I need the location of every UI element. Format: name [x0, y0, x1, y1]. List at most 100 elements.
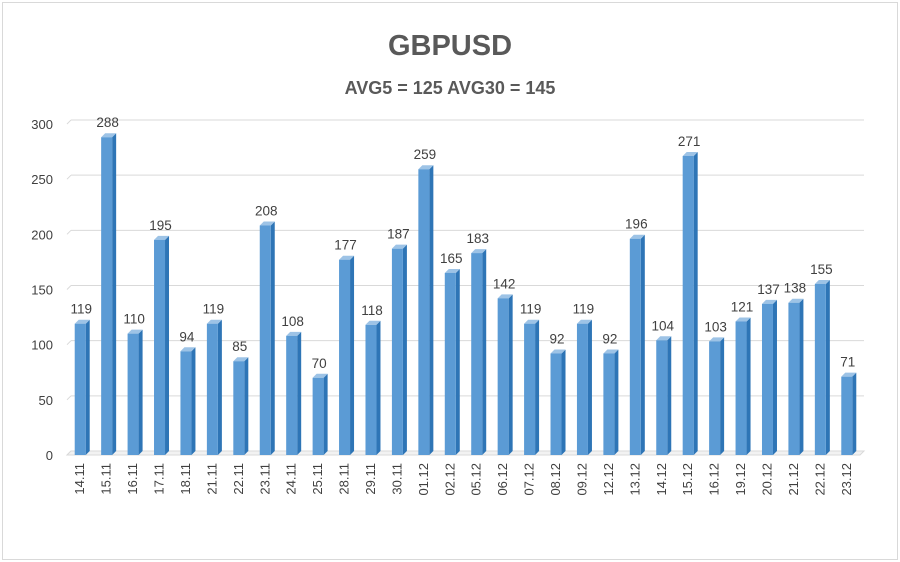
bar-top	[629, 234, 645, 239]
bar	[814, 283, 826, 455]
x-tick-label: 24.11	[284, 463, 299, 495]
data-label: 94	[179, 329, 195, 344]
bar-top	[312, 373, 328, 378]
data-label: 108	[281, 314, 304, 329]
bar	[497, 298, 509, 455]
bar-top	[259, 221, 275, 226]
bar	[180, 351, 192, 455]
data-label: 119	[520, 302, 542, 317]
bar-side	[165, 235, 170, 455]
bar-top	[74, 319, 90, 324]
y-tick-label: 300	[31, 117, 53, 132]
bar	[471, 253, 483, 455]
bar-top	[524, 319, 540, 324]
bar	[761, 303, 773, 455]
bar-side	[455, 268, 460, 455]
x-tick-label: 13.12	[627, 463, 642, 496]
data-label: 119	[573, 302, 595, 317]
x-tick-label: 09.12	[574, 463, 589, 496]
bar-side	[85, 319, 90, 455]
y-tick-label: 50	[39, 393, 53, 408]
x-tick-label: 16.12	[707, 463, 722, 496]
data-label: 288	[96, 115, 119, 130]
bar	[127, 333, 139, 455]
data-label: 165	[440, 251, 463, 266]
x-tick-label: 05.12	[469, 463, 484, 496]
bar-top	[550, 349, 566, 354]
data-label: 196	[625, 217, 648, 232]
bar	[841, 376, 853, 455]
data-label: 155	[810, 262, 833, 277]
bar-side	[535, 319, 540, 455]
bar-side	[561, 349, 566, 455]
data-label: 121	[731, 299, 754, 314]
data-label: 71	[840, 355, 855, 370]
data-label: 92	[550, 331, 565, 346]
x-tick-label: 23.11	[257, 463, 272, 495]
bar	[709, 341, 721, 455]
bar-side	[799, 298, 804, 455]
data-label: 183	[466, 231, 489, 246]
x-tick-label: 30.11	[389, 463, 404, 495]
bar-top	[682, 151, 698, 156]
bar-top	[814, 279, 830, 284]
x-tick-label: 18.11	[178, 463, 193, 495]
x-tick-label: 22.11	[231, 463, 246, 495]
bar-side	[720, 337, 725, 455]
bar	[312, 377, 324, 455]
bar-top	[576, 319, 592, 324]
x-tick-label: 01.12	[416, 463, 431, 496]
bar-side	[350, 255, 355, 455]
gridline-diagonal	[66, 395, 72, 401]
data-label: 119	[203, 302, 225, 317]
data-label: 85	[232, 339, 247, 354]
data-label: 92	[602, 331, 617, 346]
bar-side	[217, 319, 222, 455]
x-tick-label: 07.12	[522, 463, 537, 496]
bar	[682, 155, 694, 455]
bar	[154, 239, 166, 455]
bar-top	[656, 336, 672, 341]
x-tick-label: 20.12	[759, 463, 774, 496]
bar-side	[323, 373, 328, 455]
bar	[444, 272, 456, 455]
bar-side	[402, 244, 407, 455]
bar	[233, 361, 245, 455]
y-tick-label: 0	[46, 448, 53, 463]
bar-top	[180, 347, 196, 352]
bar-side	[191, 347, 196, 455]
y-tick-label: 250	[31, 172, 53, 187]
bar-top	[761, 299, 777, 304]
x-tick-label: 15.11	[99, 463, 114, 495]
x-tick-label: 19.12	[733, 463, 748, 496]
bar	[391, 248, 403, 455]
data-label: 177	[334, 238, 357, 253]
y-tick-label: 200	[31, 227, 53, 242]
bar-top	[735, 317, 751, 322]
bar-side	[825, 279, 830, 455]
chart-title: GBPUSD	[387, 30, 513, 62]
data-label: 187	[387, 227, 410, 242]
data-label: 137	[757, 282, 780, 297]
bar	[629, 238, 641, 455]
bar-top	[127, 329, 143, 334]
x-tick-label: 14.12	[654, 463, 669, 496]
data-label: 110	[123, 312, 145, 327]
x-tick-label: 08.12	[548, 463, 563, 496]
chart-subtitle: AVG5 = 125 AVG30 = 145	[344, 78, 556, 98]
x-tick-label: 02.12	[442, 463, 457, 496]
bar	[576, 323, 588, 455]
bar-top	[709, 337, 725, 342]
bar	[339, 259, 351, 455]
data-label: 104	[651, 318, 674, 333]
bar-side	[640, 234, 645, 455]
data-label: 119	[70, 302, 92, 317]
data-label: 103	[704, 319, 727, 334]
gridline-diagonal	[66, 174, 72, 180]
bar	[735, 321, 747, 455]
bar-top	[418, 165, 434, 170]
bar-side	[667, 336, 672, 455]
bar	[101, 137, 113, 456]
data-label: 208	[255, 204, 278, 219]
